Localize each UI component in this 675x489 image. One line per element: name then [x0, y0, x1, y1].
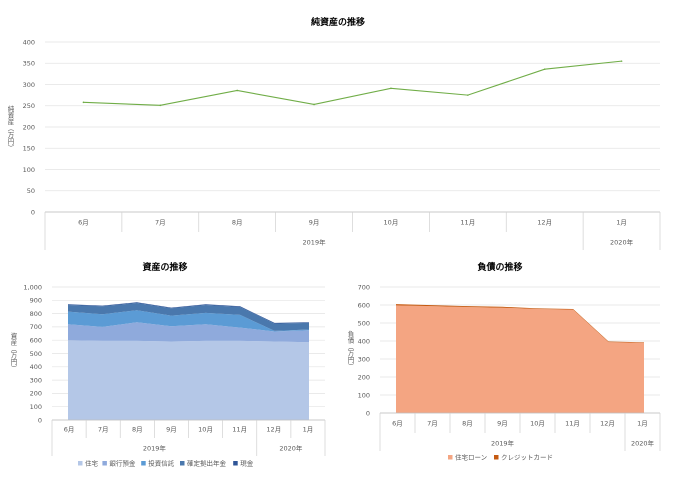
area-band: [68, 302, 309, 324]
x-tick-label: 12月: [537, 219, 552, 227]
legend-swatch: [78, 461, 83, 466]
y-tick-label: 300: [30, 376, 42, 384]
year-label: 2020年: [279, 444, 303, 453]
legend-swatch: [233, 461, 238, 466]
data-point: [236, 89, 238, 92]
y-tick-label: 0: [38, 416, 42, 424]
y-tick-label: 250: [23, 102, 35, 110]
y-tick-label: 300: [358, 355, 370, 363]
y-tick-label: 0: [366, 409, 370, 417]
y-axis-label: 負債（万円）: [346, 329, 354, 369]
legend-swatch: [448, 455, 453, 460]
y-tick-label: 600: [30, 337, 42, 345]
area-band: [396, 305, 644, 413]
series-line: [83, 60, 622, 106]
x-tick-label: 10月: [384, 219, 399, 227]
y-tick-label: 0: [31, 208, 35, 216]
x-tick-label: 12月: [600, 420, 615, 428]
assets-chart: 資産の推移 資産（万円） 0 100 200 300 400 500 600 700 800 90…: [9, 261, 326, 468]
y-tick-label: 800: [30, 310, 42, 318]
legend-swatch: [494, 455, 499, 460]
legend-label: クレジットカード: [501, 454, 553, 462]
y-tick-label: 350: [23, 60, 35, 68]
x-tick-label: 11月: [460, 219, 475, 227]
y-tick-label: 400: [23, 38, 35, 46]
y-tick-label: 700: [30, 323, 42, 331]
x-tick-label: 1月: [616, 219, 627, 227]
chart-title: 負債の推移: [477, 261, 522, 273]
legend-swatch: [141, 461, 146, 466]
x-tick-label: 10月: [198, 426, 213, 434]
data-point: [313, 103, 315, 106]
x-tick-label: 12月: [266, 426, 281, 434]
net-assets-chart: 純資産の推移 純資産（万円） 0 50 100 150 200 250 300 350 400 6…: [6, 16, 661, 250]
y-tick-label: 200: [358, 373, 370, 381]
data-point: [543, 68, 546, 70]
x-tick-label: 11月: [565, 420, 580, 428]
y-tick-label: 200: [23, 123, 35, 131]
y-tick-label: 400: [358, 337, 370, 345]
legend-label: 確定拠出年金: [187, 459, 227, 468]
y-tick-label: 900: [30, 297, 42, 305]
data-point: [159, 104, 162, 107]
x-tick-label: 8月: [132, 426, 143, 434]
legend-label: 投資信託: [148, 459, 175, 468]
data-point: [390, 87, 392, 90]
x-tick-label: 9月: [166, 426, 177, 434]
x-tick-label: 9月: [309, 219, 320, 227]
year-label: 2020年: [631, 439, 655, 448]
data-point: [467, 94, 469, 96]
y-tick-label: 100: [23, 166, 35, 174]
y-axis-label: 純資産（万円）: [6, 104, 14, 151]
liabilities-chart: 負債の推移 負債（万円） 0 100 200 300 400 500 600 700 6月 7月 8…: [346, 261, 661, 462]
area-band: [68, 340, 309, 420]
x-tick-label: 7月: [427, 420, 438, 428]
year-label: 2019年: [491, 439, 515, 448]
legend-label: 住宅ローン: [455, 453, 487, 462]
area-band: [68, 322, 309, 343]
y-tick-label: 500: [30, 350, 42, 358]
y-axis-label: 資産（万円）: [9, 331, 17, 371]
x-tick-label: 8月: [462, 420, 473, 428]
y-tick-label: 1,000: [23, 283, 42, 291]
x-tick-label: 11月: [232, 426, 247, 434]
chart-title: 資産の推移: [142, 261, 187, 273]
y-tick-label: 300: [23, 81, 35, 89]
y-tick-label: 150: [23, 145, 35, 153]
area-band: [68, 302, 309, 331]
y-tick-label: 50: [27, 187, 35, 195]
data-point: [620, 60, 623, 62]
y-tick-label: 700: [358, 283, 370, 291]
x-tick-label: 6月: [78, 219, 89, 227]
y-tick-label: 600: [358, 301, 370, 309]
chart-title: 純資産の推移: [311, 16, 365, 28]
y-tick-label: 100: [30, 403, 42, 411]
x-tick-label: 7月: [98, 426, 109, 434]
x-tick-label: 9月: [497, 420, 508, 428]
y-tick-label: 400: [30, 363, 42, 371]
x-tick-label: 6月: [392, 420, 403, 428]
legend-label: 銀行預金: [109, 459, 135, 468]
area-band: [68, 310, 309, 332]
y-tick-label: 200: [30, 390, 42, 398]
x-tick-label: 6月: [64, 426, 75, 434]
y-tick-label: 100: [358, 391, 370, 399]
year-label: 2019年: [303, 238, 327, 247]
x-tick-label: 1月: [637, 420, 648, 428]
legend-swatch: [102, 461, 107, 466]
x-tick-label: 7月: [155, 219, 166, 227]
y-tick-label: 500: [358, 319, 370, 327]
legend-label: 現金: [240, 459, 254, 468]
legend-label: 住宅: [85, 459, 99, 468]
x-tick-label: 10月: [530, 420, 545, 428]
legend-swatch: [180, 461, 185, 466]
x-tick-label: 8月: [232, 219, 243, 227]
x-tick-label: 1月: [303, 426, 314, 434]
year-label: 2020年: [610, 238, 634, 247]
data-point: [82, 101, 85, 104]
year-label: 2019年: [143, 444, 167, 453]
